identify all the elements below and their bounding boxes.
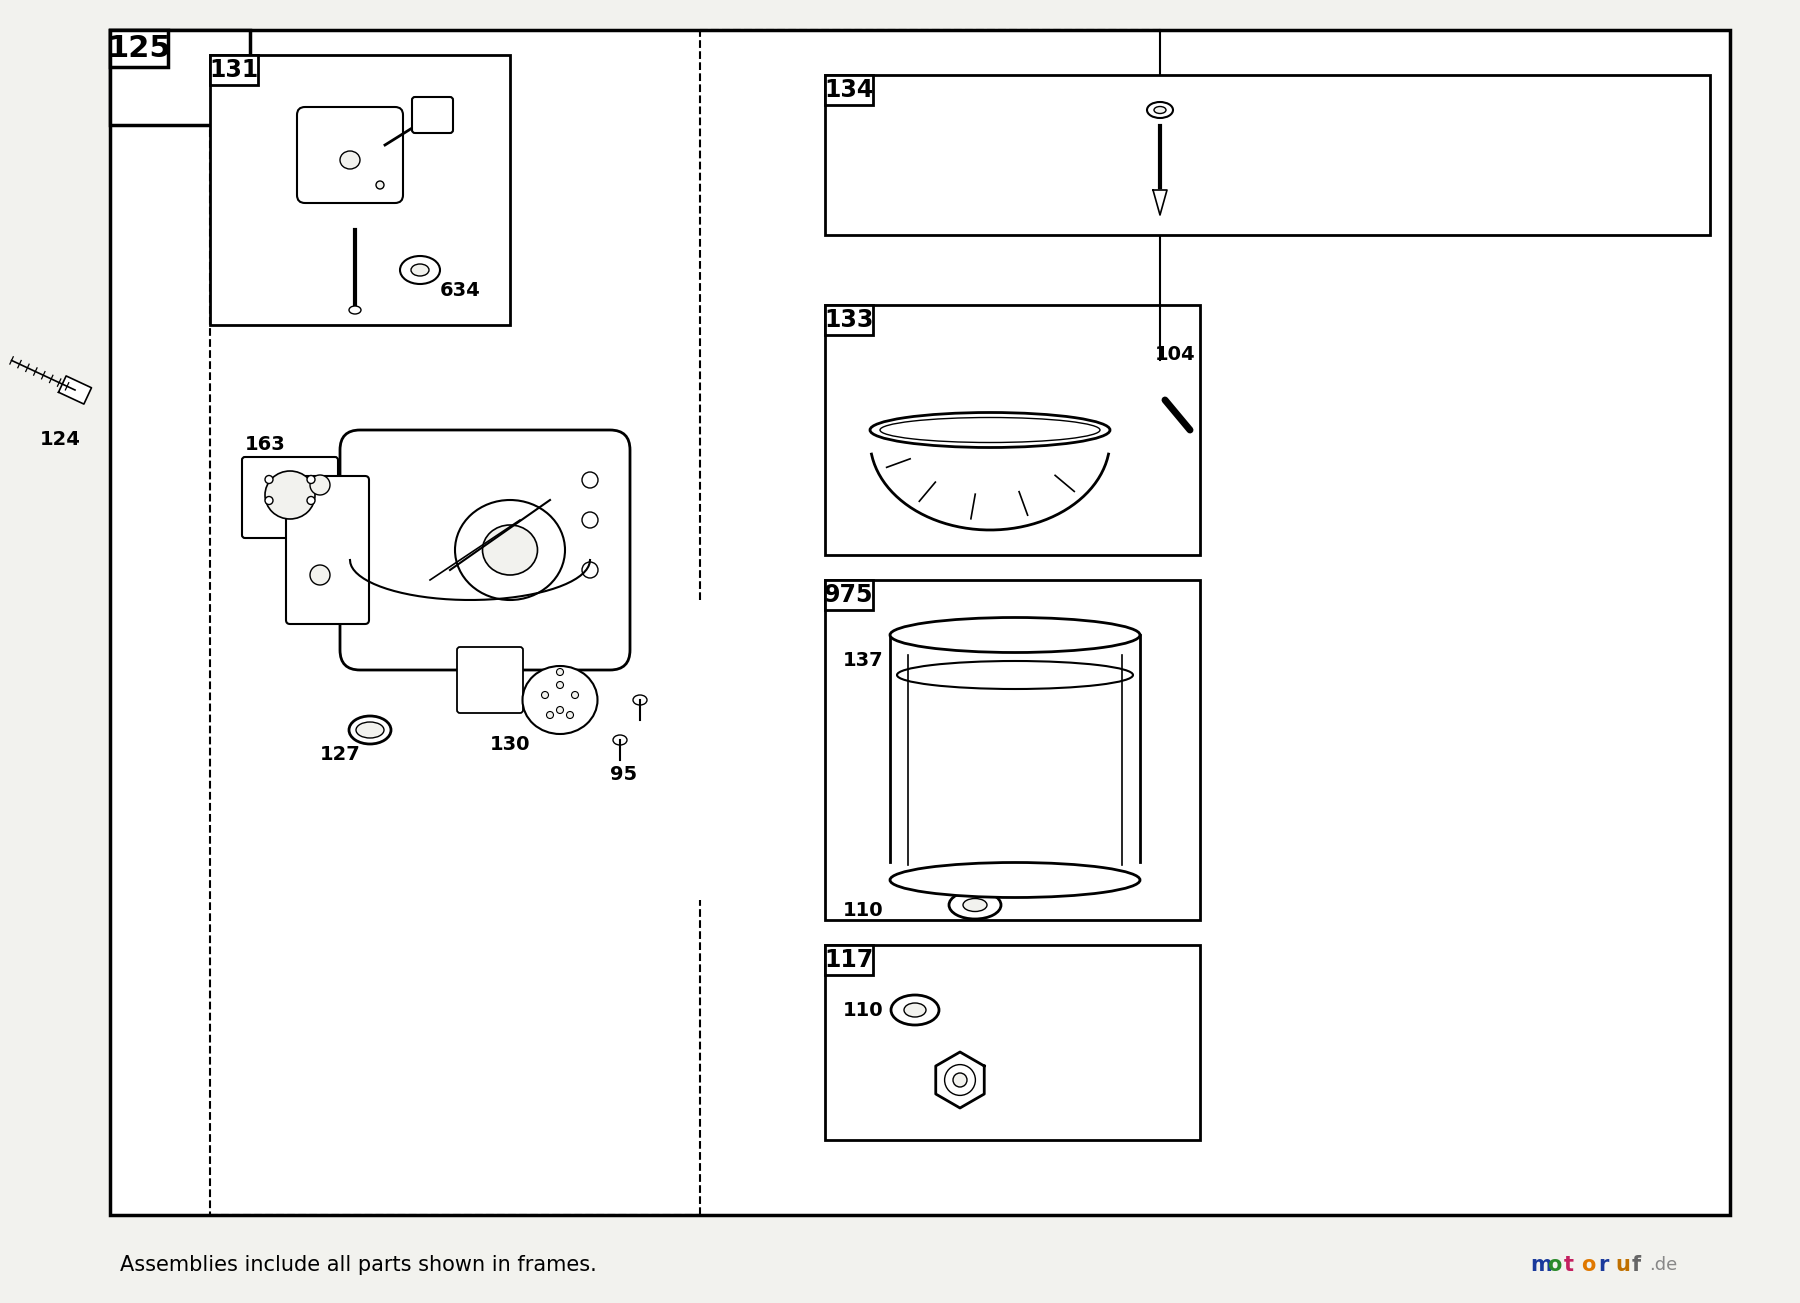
Text: 125: 125 xyxy=(108,34,171,63)
Ellipse shape xyxy=(889,618,1139,653)
Text: 137: 137 xyxy=(842,650,884,670)
Ellipse shape xyxy=(1147,102,1174,119)
Ellipse shape xyxy=(1154,107,1166,113)
FancyBboxPatch shape xyxy=(412,96,454,133)
Ellipse shape xyxy=(455,500,565,599)
Bar xyxy=(824,76,1710,235)
Text: 127: 127 xyxy=(320,745,360,765)
Text: r: r xyxy=(1598,1255,1609,1276)
Text: 130: 130 xyxy=(490,735,531,754)
Ellipse shape xyxy=(482,525,538,575)
Ellipse shape xyxy=(310,476,329,495)
Text: 110: 110 xyxy=(842,900,884,920)
Ellipse shape xyxy=(556,668,563,675)
Ellipse shape xyxy=(891,995,940,1025)
Text: m: m xyxy=(1530,1255,1552,1276)
FancyBboxPatch shape xyxy=(297,107,403,203)
Ellipse shape xyxy=(376,181,383,189)
Text: 110: 110 xyxy=(842,1001,884,1019)
Ellipse shape xyxy=(896,868,1132,893)
Ellipse shape xyxy=(581,472,598,489)
Bar xyxy=(824,580,1201,920)
FancyBboxPatch shape xyxy=(241,457,338,538)
Text: 124: 124 xyxy=(40,430,81,450)
Ellipse shape xyxy=(410,265,428,276)
Bar xyxy=(824,945,873,975)
Ellipse shape xyxy=(310,566,329,585)
Ellipse shape xyxy=(556,706,563,714)
Polygon shape xyxy=(59,377,92,404)
Bar xyxy=(824,305,873,335)
Ellipse shape xyxy=(572,692,578,698)
Polygon shape xyxy=(936,1052,985,1108)
Text: 104: 104 xyxy=(1156,345,1195,365)
Ellipse shape xyxy=(265,496,274,504)
Ellipse shape xyxy=(356,722,383,737)
Text: t: t xyxy=(1564,1255,1573,1276)
Ellipse shape xyxy=(904,1003,925,1018)
FancyBboxPatch shape xyxy=(457,648,524,713)
Text: 95: 95 xyxy=(610,765,637,784)
Ellipse shape xyxy=(963,899,986,912)
Bar xyxy=(824,945,1201,1140)
FancyBboxPatch shape xyxy=(286,476,369,624)
Ellipse shape xyxy=(308,476,315,483)
Text: 634: 634 xyxy=(439,280,481,300)
Ellipse shape xyxy=(349,717,391,744)
Text: .de: .de xyxy=(1649,1256,1678,1274)
Ellipse shape xyxy=(949,891,1001,919)
Polygon shape xyxy=(1154,190,1166,215)
Bar xyxy=(211,55,257,85)
Ellipse shape xyxy=(581,512,598,528)
Bar xyxy=(110,30,167,66)
Ellipse shape xyxy=(556,681,563,688)
Ellipse shape xyxy=(567,711,574,718)
Ellipse shape xyxy=(522,666,598,734)
Ellipse shape xyxy=(349,306,362,314)
Text: 975: 975 xyxy=(824,582,873,607)
Ellipse shape xyxy=(581,562,598,579)
Text: o: o xyxy=(1580,1255,1595,1276)
Ellipse shape xyxy=(952,1072,967,1087)
Text: f: f xyxy=(1633,1255,1642,1276)
Ellipse shape xyxy=(265,476,274,483)
Bar xyxy=(211,55,509,324)
Ellipse shape xyxy=(634,694,646,705)
Ellipse shape xyxy=(869,413,1111,447)
Ellipse shape xyxy=(542,692,549,698)
Ellipse shape xyxy=(308,496,315,504)
Text: 134: 134 xyxy=(824,78,873,102)
Text: Assemblies include all parts shown in frames.: Assemblies include all parts shown in fr… xyxy=(121,1255,598,1276)
Ellipse shape xyxy=(265,470,315,519)
Bar xyxy=(824,305,1201,555)
Ellipse shape xyxy=(896,661,1132,689)
Ellipse shape xyxy=(880,417,1100,443)
FancyBboxPatch shape xyxy=(340,430,630,670)
Text: u: u xyxy=(1615,1255,1629,1276)
Bar xyxy=(824,580,873,610)
Ellipse shape xyxy=(889,863,1139,898)
Bar xyxy=(824,76,873,104)
Text: 163: 163 xyxy=(245,435,286,455)
Text: o: o xyxy=(1546,1255,1561,1276)
Ellipse shape xyxy=(340,151,360,169)
Text: 131: 131 xyxy=(209,57,259,82)
Text: 117: 117 xyxy=(824,947,873,972)
Ellipse shape xyxy=(547,711,554,718)
Text: 133: 133 xyxy=(824,308,873,332)
Bar xyxy=(110,30,250,125)
Ellipse shape xyxy=(614,735,626,745)
Ellipse shape xyxy=(400,255,439,284)
